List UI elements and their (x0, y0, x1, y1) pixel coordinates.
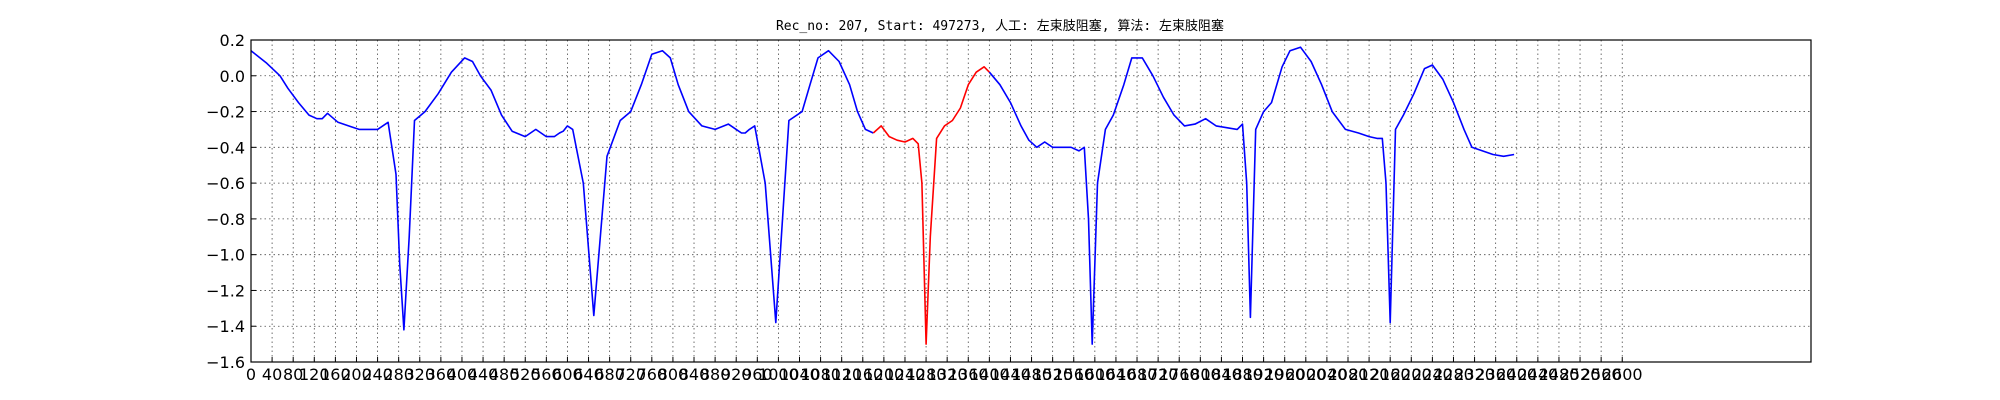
x-tick-label: 520 (510, 365, 541, 384)
x-tick-label: 1840 (1201, 365, 1242, 384)
y-axis: 0.2 0.0 −0.2 −0.4 −0.6 −0.8 −1.0 −1.2 −1.4 −1.6 (206, 31, 256, 372)
x-tick-label: 1600 (1074, 365, 1115, 384)
y-tick-label: −1.4 (206, 317, 245, 336)
x-tick-label: 960 (742, 365, 773, 384)
x-tick-label: 440 (468, 365, 499, 384)
x-tick-label: 1000 (758, 365, 799, 384)
x-tick-label: 2080 (1328, 365, 1369, 384)
x-tick-label: 1120 (821, 365, 862, 384)
x-tick-label: 2400 (1496, 365, 1537, 384)
x-tick-label: 600 (552, 365, 583, 384)
x-tick-label: 160 (320, 365, 351, 384)
x-tick-label: 1080 (800, 365, 841, 384)
grid (250, 39, 1811, 363)
x-tick-label: 2320 (1454, 365, 1495, 384)
y-tick-label: −1.0 (206, 246, 245, 265)
x-tick-label: 1160 (842, 365, 883, 384)
x-tick-label: 360 (426, 365, 457, 384)
x-tick-label: 920 (721, 365, 752, 384)
x-tick-label: 2040 (1307, 365, 1348, 384)
x-tick-label: 120 (299, 365, 330, 384)
x-tick-label: 1760 (1159, 365, 1200, 384)
x-tick-label: 1920 (1243, 365, 1284, 384)
x-tick-label: 2000 (1285, 365, 1326, 384)
chart-title: Rec_no: 207, Start: 497273, 人工: 左束肢阻塞, 算… (776, 18, 1224, 34)
x-tick-label: 1040 (779, 365, 820, 384)
x-tick-label: 1280 (906, 365, 947, 384)
x-tick-label: 2360 (1475, 365, 1516, 384)
x-tick-label: 760 (637, 365, 668, 384)
x-tick-label: 1440 (990, 365, 1031, 384)
x-tick-label: 400 (447, 365, 478, 384)
x-tick-label: 2280 (1433, 365, 1474, 384)
x-tick-label: 2160 (1370, 365, 1411, 384)
x-tick-label: 2520 (1560, 365, 1601, 384)
x-tick-label: 640 (573, 365, 604, 384)
x-tick-label: 1640 (1096, 365, 1137, 384)
x-tick-label: 200 (341, 365, 372, 384)
ecg-series-line (872, 66, 990, 345)
x-tick-label: 840 (679, 365, 710, 384)
x-tick-label: 1680 (1117, 365, 1158, 384)
x-tick-label: 2600 (1602, 365, 1643, 384)
x-tick-label: 1240 (885, 365, 926, 384)
x-tick-label: 2480 (1539, 365, 1580, 384)
y-tick-label: −0.2 (206, 103, 245, 122)
y-tick-label: −0.8 (206, 210, 245, 229)
x-tick-label: 280 (383, 365, 414, 384)
x-tick-label: 1360 (948, 365, 989, 384)
x-tick-label: 0 (246, 365, 256, 384)
plot-frame (250, 39, 1812, 363)
y-tick-label: −1.2 (206, 281, 245, 300)
x-tick-label: 1960 (1264, 365, 1305, 384)
ecg-series-line (250, 49, 874, 331)
y-tick-label: 0.2 (220, 31, 245, 50)
x-tick-label: 880 (700, 365, 731, 384)
x-tick-label: 1560 (1053, 365, 1094, 384)
x-tick-label: 240 (362, 365, 393, 384)
y-tick-label: −0.4 (206, 138, 245, 157)
x-tick-label: 1880 (1222, 365, 1263, 384)
x-tick-label: 40 (262, 365, 282, 384)
x-tick-label: 320 (404, 365, 435, 384)
x-tick-label: 2240 (1412, 365, 1453, 384)
x-tick-label: 2440 (1517, 365, 1558, 384)
x-tick-label: 720 (615, 365, 646, 384)
x-tick-label: 1400 (969, 365, 1010, 384)
x-tick-label: 560 (531, 365, 562, 384)
x-tick-label: 800 (658, 365, 689, 384)
x-tick-label: 80 (283, 365, 303, 384)
x-tick-label: 1200 (864, 365, 905, 384)
x-tick-label: 1800 (1180, 365, 1221, 384)
x-tick-label: 480 (489, 365, 520, 384)
x-tick-label: 1480 (1011, 365, 1052, 384)
y-tick-label: −1.6 (206, 353, 245, 372)
x-tick-label: 2200 (1391, 365, 1432, 384)
y-tick-label: 0.0 (220, 67, 245, 86)
x-tick-label: 1520 (1032, 365, 1073, 384)
x-tick-label: 2120 (1349, 365, 1390, 384)
x-tick-label: 1320 (927, 365, 968, 384)
x-axis: 0 40 8012016020024028032036040044048052056… (246, 357, 1643, 384)
series-layer (250, 46, 1515, 345)
y-tick-label: −0.6 (206, 174, 245, 193)
x-tick-label: 1720 (1138, 365, 1179, 384)
ecg-series-line (988, 46, 1515, 345)
x-tick-label: 680 (594, 365, 625, 384)
x-tick-label: 2560 (1581, 365, 1622, 384)
